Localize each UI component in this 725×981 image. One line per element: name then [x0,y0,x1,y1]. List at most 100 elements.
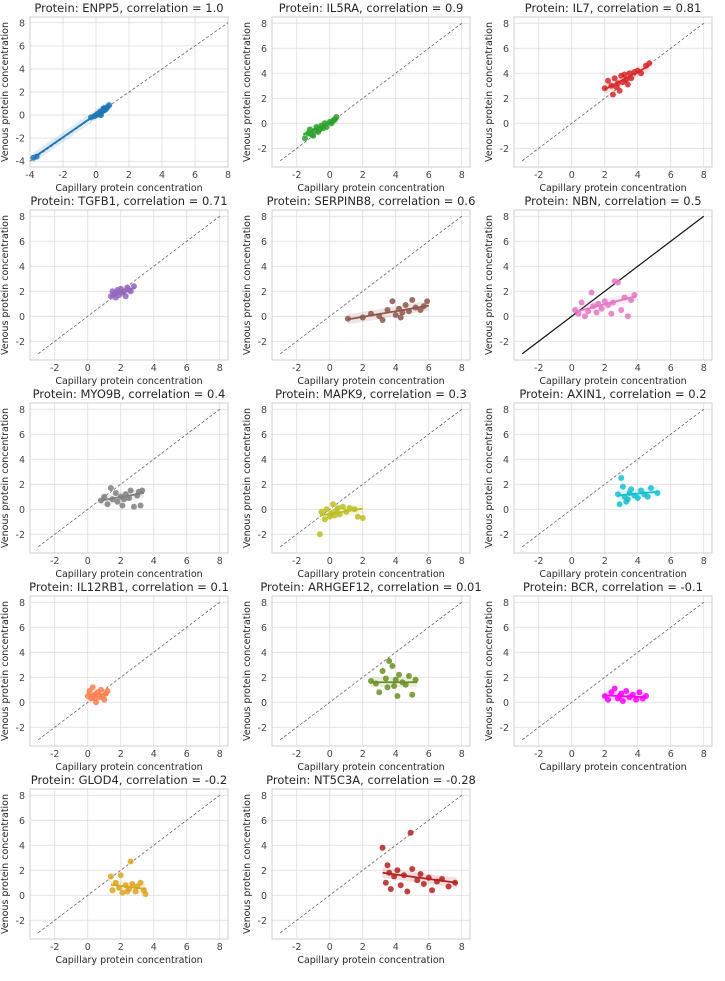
y-tick-label: 4 [261,648,267,659]
data-point [420,881,427,887]
data-point [119,502,126,509]
data-point [616,501,623,508]
data-point [335,505,341,511]
y-tick-label: 2 [19,673,25,684]
x-axis-label: Capillary protein concentration [297,762,444,773]
data-point [323,506,330,513]
subplot-10: -2 0 2 4 6 8 -2 0 2 4 6 8 Protein: IL12RB1, correlat… [0,580,229,773]
data-point [598,305,605,312]
data-point [308,131,315,138]
data-point [389,663,396,669]
data-point [330,501,337,508]
y-tick-label: -4 [16,157,25,168]
y-axis-label: Venous protein concentration [0,408,11,548]
data-point [391,683,398,689]
y-axis-label: Venous protein concentration [242,22,253,162]
x-tick-label: 0 [327,556,333,567]
x-tick-label: 4 [393,942,399,953]
plot-content [280,215,462,355]
x-tick-label: 4 [635,363,641,374]
data-point [121,496,128,503]
y-tick-label: 6 [503,430,509,441]
data-point [392,312,399,318]
plot-content [38,794,220,934]
identity-line [280,794,462,934]
data-point [382,879,389,886]
y-tick-label: 8 [261,791,267,802]
y-tick-label: 6 [261,623,267,634]
plot-frame [29,209,229,361]
plot-frame [29,788,229,940]
x-tick-label: 6 [426,942,432,953]
subplot-11: -2 0 2 4 6 8 -2 0 2 4 6 8 Protein: ARHGEF12, correla… [242,580,482,773]
data-point [392,676,399,683]
data-point [407,829,414,836]
data-point [601,85,608,92]
data-point [130,503,137,510]
x-axis-label: Capillary protein concentration [539,183,686,194]
y-tick-label: 4 [503,262,509,273]
y-tick-label: 6 [19,41,25,52]
x-tick-label: 2 [602,556,608,567]
x-tick-label: 0 [93,170,99,181]
x-tick-label: 4 [393,749,399,760]
data-point [610,91,616,98]
subplot-title: Protein: AXIN1, correlation = 0.2 [519,387,706,401]
data-point [624,81,631,88]
plot-frame [29,595,229,747]
data-point [379,844,386,851]
y-tick-label: 4 [261,69,267,80]
data-point [139,487,146,494]
data-point [613,84,620,90]
x-tick-label: -2 [534,556,543,567]
y-tick-label: 0 [19,111,25,122]
y-tick-label: -2 [16,530,25,541]
x-tick-label: 8 [217,749,223,760]
y-tick-label: 6 [261,430,267,441]
data-point [424,298,431,305]
y-tick-label: 6 [19,237,25,248]
data-point [397,882,404,889]
regression-line [604,64,650,91]
data-point [389,298,396,305]
identity-line [38,794,220,934]
y-tick-label: 2 [261,480,267,491]
identity-line [38,601,220,741]
y-axis-label: Venous protein concentration [242,794,253,934]
x-tick-label: -2 [292,942,301,953]
data-point [409,297,416,303]
subplot-title: Protein: NT5C3A, correlation = -0.28 [266,773,476,787]
y-tick-label: 6 [19,430,25,441]
x-tick-label: -2 [50,556,59,567]
x-tick-label: -2 [50,363,59,374]
data-point [619,698,626,704]
data-point [611,685,618,692]
x-tick-label: 0 [327,749,333,760]
x-axis-label: Capillary protein concentration [297,955,444,966]
data-point [634,495,641,501]
x-axis-label: Capillary protein concentration [539,376,686,387]
x-tick-label: 6 [668,363,674,374]
identity-line [280,601,462,741]
y-tick-label: 2 [261,673,267,684]
y-tick-label: 0 [503,698,509,709]
x-tick-label: 8 [459,942,465,953]
y-tick-label: 2 [19,287,25,298]
y-tick-label: 0 [19,312,25,323]
plot-frame [271,209,471,361]
y-tick-label: 0 [261,698,267,709]
data-point [137,879,144,886]
x-tick-label: 4 [635,170,641,181]
x-tick-label: 4 [393,170,399,181]
y-tick-label: 6 [261,44,267,55]
plot-frame [513,209,713,361]
y-tick-label: 6 [261,237,267,248]
data-point [321,516,328,523]
y-tick-label: 2 [503,94,509,105]
y-tick-label: 2 [503,673,509,684]
y-tick-label: 2 [261,94,267,105]
y-tick-label: -2 [16,337,25,348]
x-axis-label: Capillary protein concentration [55,762,202,773]
data-point [89,684,96,691]
x-axis-label: Capillary protein concentration [297,376,444,387]
